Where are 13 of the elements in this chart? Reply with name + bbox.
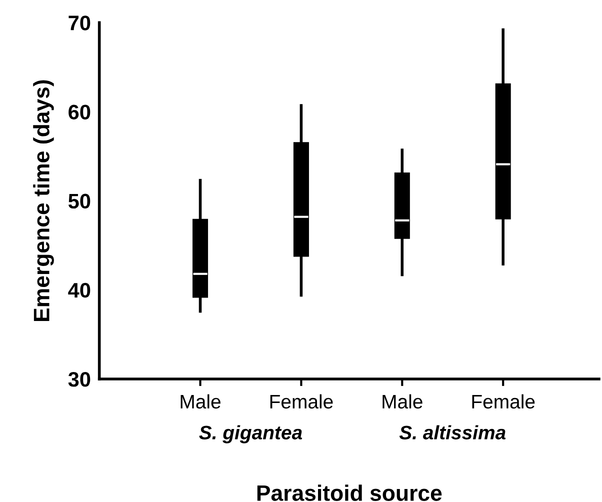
x-tick-label: Female xyxy=(270,394,333,409)
x-tick-label: Male xyxy=(382,394,422,409)
x-tick-label: Female xyxy=(472,394,535,409)
text: S. gigantea xyxy=(199,425,302,444)
y-tick-label: 50 xyxy=(68,194,90,209)
text: S. altissima xyxy=(399,425,506,440)
y-tick-label: 30 xyxy=(68,372,90,387)
x-axis-title: Parasitoid source xyxy=(257,484,442,501)
y-axis-title: Emergence time (days) xyxy=(33,80,54,321)
y-tick-label: 40 xyxy=(68,282,90,298)
y-tick-label: 70 xyxy=(68,16,90,30)
y-tick-label: 60 xyxy=(68,104,90,120)
x-tick-label: Male xyxy=(180,394,220,409)
